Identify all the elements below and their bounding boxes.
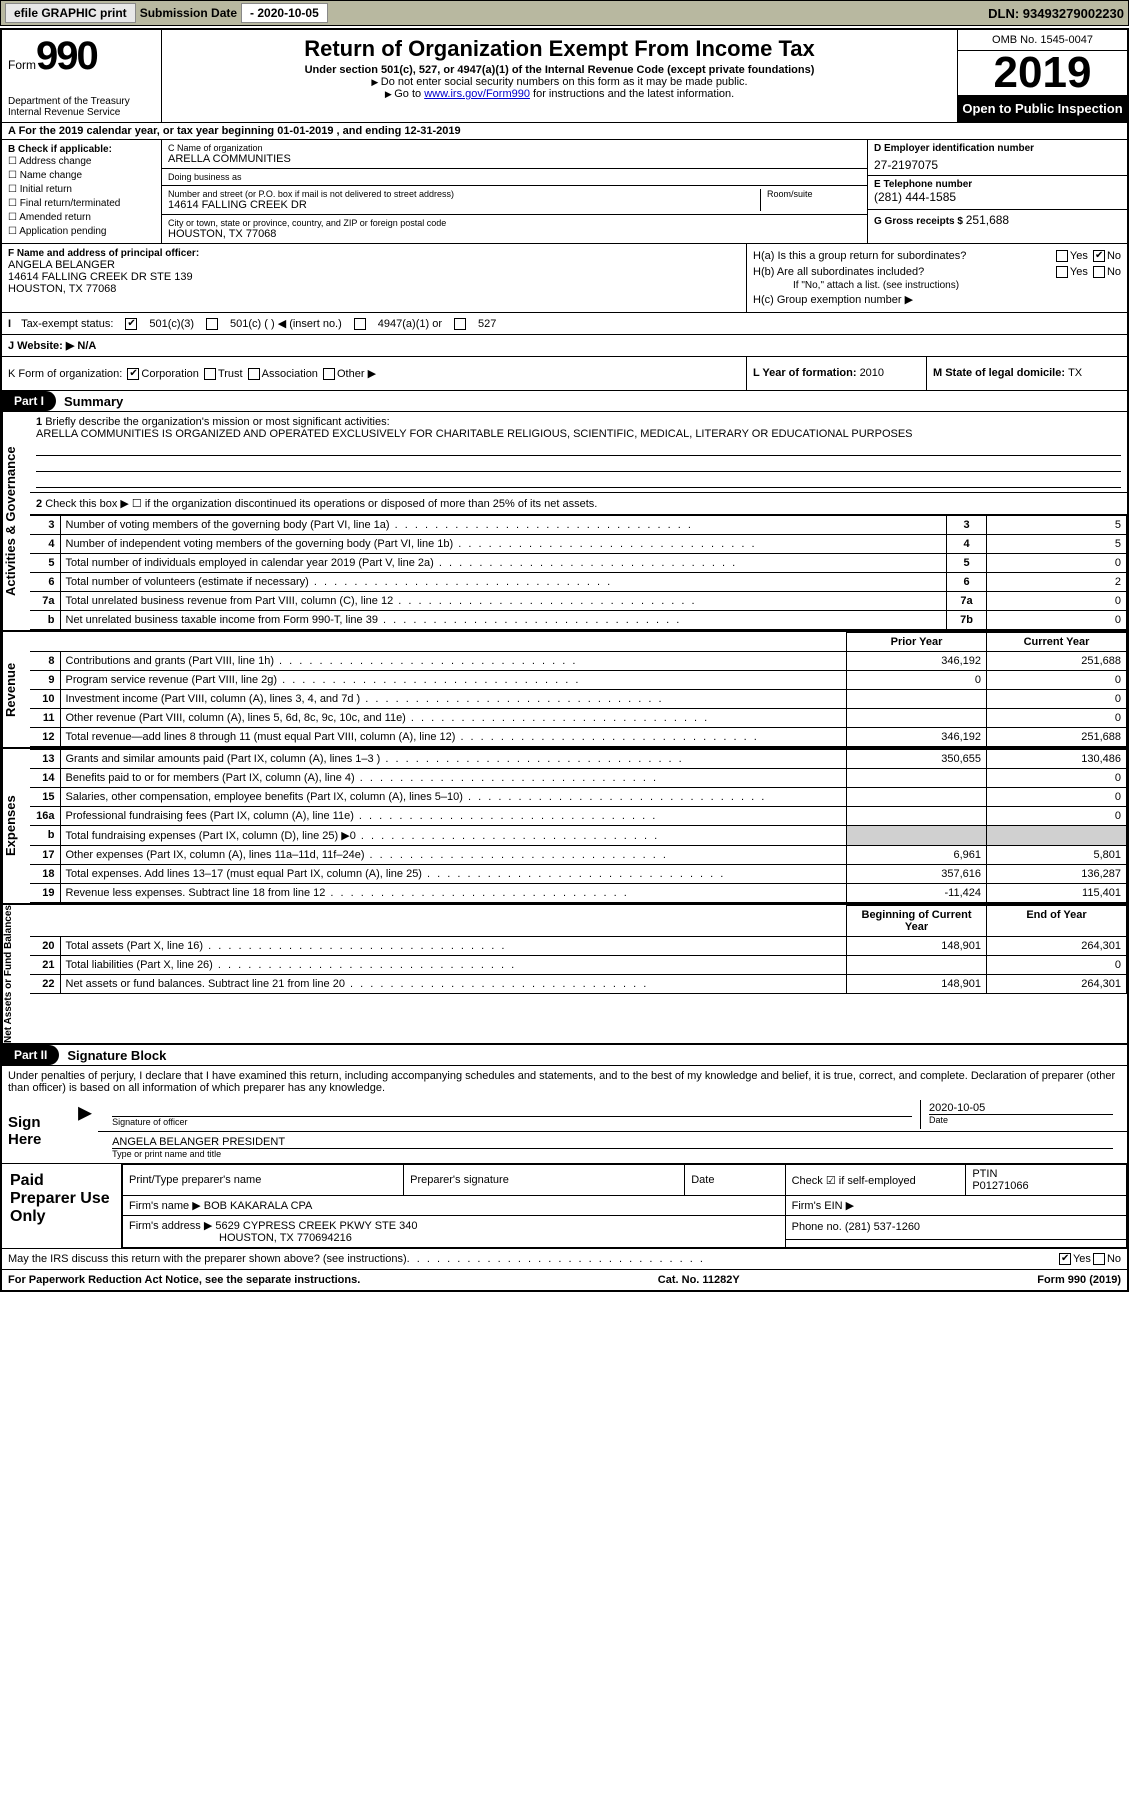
block-bcd: B Check if applicable: ☐ Address change … [2,140,1127,244]
sign-here-block: Sign Here ▸ Signature of officer 2020-10… [2,1098,1127,1164]
paid-preparer-block: Paid Preparer Use Only Print/Type prepar… [2,1164,1127,1249]
col-f-officer: F Name and address of principal officer:… [2,244,747,312]
website-value: N/A [77,340,96,352]
table-governance: 3Number of voting members of the governi… [30,515,1127,630]
tax-year: 2019 [958,51,1127,95]
officer-addr2: HOUSTON, TX 77068 [8,283,740,295]
arrow-icon: ▸ [72,1098,98,1163]
dln: DLN: 93493279002230 [988,6,1124,21]
subtitle-3: Go to www.irs.gov/Form990 for instructio… [170,88,949,100]
section-activities-governance: Activities & Governance 1 Briefly descri… [2,412,1127,632]
officer-name-title: ANGELA BELANGER PRESIDENT [112,1136,1113,1148]
col-c-org-info: C Name of organization ARELLA COMMUNITIE… [162,140,867,243]
org-name: ARELLA COMMUNITIES [168,153,861,165]
dba-label: Doing business as [168,172,861,182]
chk-initial-return[interactable]: ☐ Initial return [8,183,155,197]
street-address: 14614 FALLING CREEK DR [168,199,754,211]
chk-501c3[interactable] [125,318,137,330]
table-net-assets: Beginning of Current YearEnd of Year 20T… [30,905,1127,994]
chk-501c[interactable] [206,318,218,330]
part2-header: Part II Signature Block [2,1045,1127,1066]
chk-name-change[interactable]: ☐ Name change [8,169,155,183]
chk-corp[interactable] [127,368,139,380]
chk-final-return[interactable]: ☐ Final return/terminated [8,197,155,211]
top-bar: efile GRAPHIC print Submission Date - 20… [0,0,1129,26]
chk-amended-return[interactable]: ☐ Amended return [8,211,155,225]
row-j-website: J Website: ▶ N/A [2,335,1127,357]
chk-trust[interactable] [204,368,216,380]
irs-link[interactable]: www.irs.gov/Form990 [424,88,530,100]
hb-yes[interactable] [1056,266,1068,278]
form-frame: Form 990 Department of the Treasury Inte… [0,28,1129,1292]
row-klm: K Form of organization: Corporation Trus… [2,357,1127,391]
col-b-checkboxes: B Check if applicable: ☐ Address change … [2,140,162,243]
chk-self-employed[interactable]: Check ☑ if self-employed [792,1175,916,1187]
firm-addr1: 5629 CYPRESS CREEK PKWY STE 340 [215,1220,417,1232]
ein: 27-2197075 [874,154,1121,172]
discuss-row: May the IRS discuss this return with the… [2,1249,1127,1269]
chk-other[interactable] [323,368,335,380]
mission-text: ARELLA COMMUNITIES IS ORGANIZED AND OPER… [36,428,1121,440]
footer: For Paperwork Reduction Act Notice, see … [2,1269,1127,1290]
firm-addr2: HOUSTON, TX 770694216 [129,1232,352,1244]
subtitle-1: Under section 501(c), 527, or 4947(a)(1)… [170,64,949,76]
col-d-ein-tel: D Employer identification number 27-2197… [867,140,1127,243]
ha-yes[interactable] [1056,250,1068,262]
discuss-no[interactable] [1093,1253,1105,1265]
table-expenses: 13Grants and similar amounts paid (Part … [30,749,1127,903]
gross-receipts: 251,688 [966,213,1009,227]
firm-name: BOB KAKARALA CPA [204,1200,313,1212]
city-state-zip: HOUSTON, TX 77068 [168,228,861,240]
efile-button[interactable]: efile GRAPHIC print [5,3,136,23]
officer-addr1: 14614 FALLING CREEK DR STE 139 [8,271,740,283]
officer-name: ANGELA BELANGER [8,259,740,271]
preparer-table: Print/Type preparer's name Preparer's si… [122,1164,1127,1248]
chk-application-pending[interactable]: ☐ Application pending [8,225,155,239]
submission-label: Submission Date [140,6,237,20]
form-header: Form 990 Department of the Treasury Inte… [2,30,1127,123]
section-net-assets: Net Assets or Fund Balances Beginning of… [2,905,1127,1045]
telephone: (281) 444-1585 [874,190,1121,204]
ha-no[interactable] [1093,250,1105,262]
row-i-tax-status: I Tax-exempt status: 501(c)(3) 501(c) ( … [2,313,1127,335]
open-inspection: Open to Public Inspection [958,95,1127,122]
part1-header: Part I Summary [2,391,1127,412]
table-revenue: Prior YearCurrent Year 8Contributions an… [30,632,1127,747]
chk-4947[interactable] [354,318,366,330]
row-a-period: A For the 2019 calendar year, or tax yea… [2,123,1127,140]
chk-assoc[interactable] [248,368,260,380]
chk-527[interactable] [454,318,466,330]
chk-address-change[interactable]: ☐ Address change [8,155,155,169]
firm-phone: (281) 537-1260 [845,1221,920,1233]
hb-no[interactable] [1093,266,1105,278]
declaration-text: Under penalties of perjury, I declare th… [2,1066,1127,1098]
ptin: P01271066 [972,1180,1120,1192]
form-number: Form 990 [8,34,155,79]
submission-date: - 2020-10-05 [241,3,328,23]
dept-treasury: Department of the Treasury Internal Reve… [8,96,155,118]
sig-date: 2020-10-05 [929,1102,1113,1114]
block-fh: F Name and address of principal officer:… [2,244,1127,313]
state-domicile: TX [1068,367,1082,379]
col-h-group: H(a) Is this a group return for subordin… [747,244,1127,312]
year-formation: 2010 [860,367,884,379]
subtitle-2: Do not enter social security numbers on … [170,76,949,88]
section-revenue: Revenue Prior YearCurrent Year 8Contribu… [2,632,1127,749]
form-title: Return of Organization Exempt From Incom… [170,36,949,62]
discuss-yes[interactable] [1059,1253,1071,1265]
section-expenses: Expenses 13Grants and similar amounts pa… [2,749,1127,905]
